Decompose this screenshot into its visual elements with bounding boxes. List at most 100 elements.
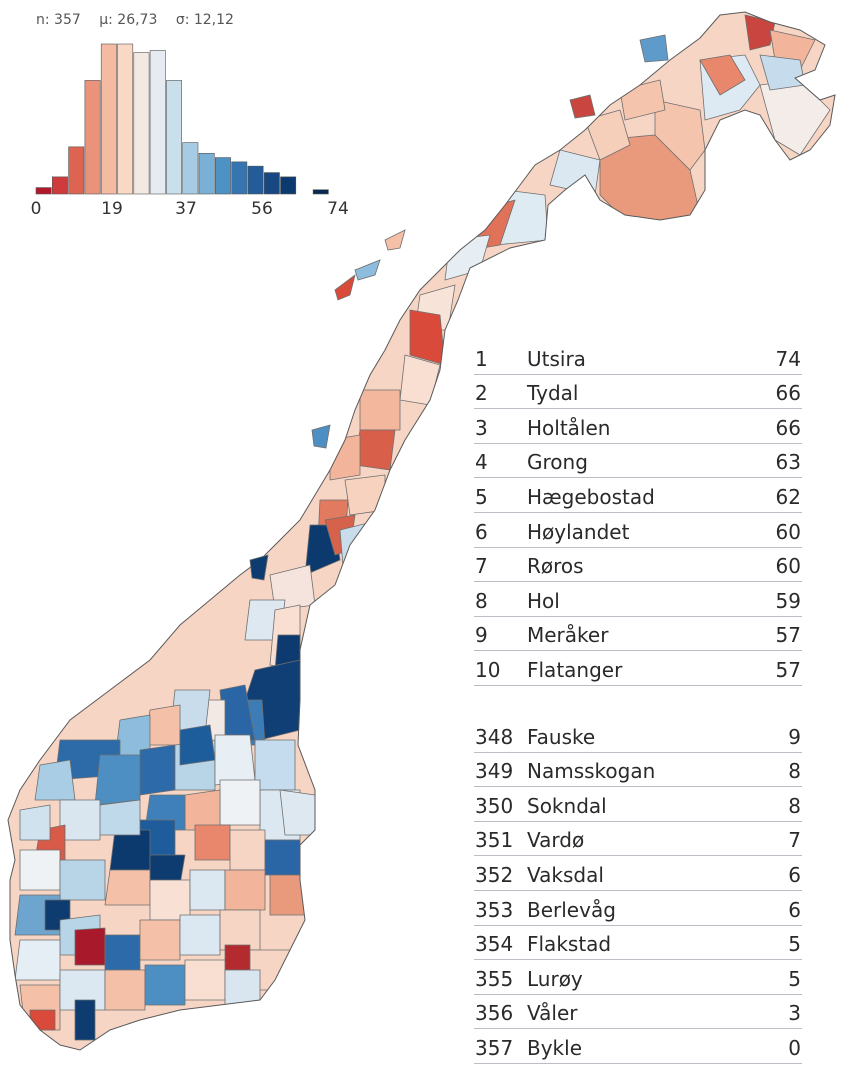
ranking-row: 3 Holtålen 66 (474, 409, 802, 444)
histogram-bar (84, 80, 101, 195)
ranking-rank: 356 (475, 1001, 514, 1026)
histogram-bar (166, 80, 182, 195)
ranking-value: 62 (775, 484, 801, 509)
ranking-value: 59 (775, 588, 801, 613)
ranking-rank: 7 (475, 554, 488, 579)
histogram-tick-label: 19 (101, 199, 123, 219)
ranking-value: 6 (788, 897, 801, 922)
ranking-rank: 357 (475, 1035, 514, 1060)
stat-mean: μ: 26,73 (99, 12, 158, 28)
ranking-value: 66 (775, 415, 801, 440)
ranking-row: 4 Grong 63 (474, 444, 802, 479)
histogram-tick-label: 37 (175, 199, 197, 219)
histogram-bar (263, 172, 280, 195)
ranking-rank: 5 (475, 484, 488, 509)
ranking-rank: 3 (475, 415, 488, 440)
ranking-name: Berlevåg (527, 897, 616, 922)
stat-n: n: 357 (36, 12, 81, 28)
ranking-value: 74 (775, 346, 801, 371)
ranking-name: Flatanger (527, 657, 623, 682)
value-histogram: 0 19 37 56 74 (31, 43, 349, 219)
histogram-bar (215, 157, 231, 195)
ranking-name: Holtålen (527, 415, 611, 440)
histogram-bar (51, 176, 68, 195)
ranking-rank: 4 (475, 450, 488, 475)
ranking-name: Høylandet (527, 519, 630, 544)
ranking-name: Namsskogan (527, 759, 656, 784)
ranking-value: 60 (775, 519, 801, 544)
ranking-row: 2 Tydal 66 (474, 375, 802, 410)
ranking-rank: 9 (475, 623, 488, 648)
ranking-value: 6 (788, 862, 801, 887)
ranking-row: 5 Hægebostad 62 (474, 478, 802, 513)
ranking-row: 6 Høylandet 60 (474, 513, 802, 548)
ranking-name: Hol (527, 588, 560, 613)
ranking-value: 0 (788, 1035, 801, 1060)
ranking-value: 5 (788, 932, 801, 957)
ranking-row: 352 Vaksdal 6 (474, 856, 802, 891)
ranking-name: Grong (527, 450, 588, 475)
ranking-value: 60 (775, 554, 801, 579)
bottom-ranking-table: 348 Fauske 9 349 Namsskogan 8 350 Sokndal 8 351 Va… (474, 718, 802, 1064)
ranking-rank: 352 (475, 862, 514, 887)
ranking-value: 8 (788, 793, 801, 818)
ranking-row: 356 Våler 3 (474, 995, 802, 1030)
ranking-rank: 355 (475, 966, 514, 991)
histogram-bar (247, 165, 264, 195)
ranking-name: Fauske (527, 724, 596, 749)
ranking-row: 354 Flakstad 5 (474, 926, 802, 961)
ranking-row: 8 Hol 59 (474, 582, 802, 617)
ranking-row: 10 Flatanger 57 (474, 651, 802, 686)
ranking-row: 353 Berlevåg 6 (474, 891, 802, 926)
ranking-rank: 2 (475, 381, 488, 406)
histogram-bar (182, 142, 199, 195)
ranking-rank: 8 (475, 588, 488, 613)
ranking-value: 3 (788, 1001, 801, 1026)
histogram-bar (100, 43, 117, 195)
ranking-rank: 1 (475, 346, 488, 371)
ranking-name: Vaksdal (527, 862, 604, 887)
ranking-value: 8 (788, 759, 801, 784)
ranking-name: Vardø (527, 828, 585, 853)
ranking-rank: 348 (475, 724, 514, 749)
histogram-bar (117, 43, 134, 195)
histogram-tick-label: 56 (251, 199, 273, 219)
ranking-row: 1 Utsira 74 (474, 340, 802, 375)
ranking-name: Flakstad (527, 932, 612, 957)
ranking-row: 355 Lurøy 5 (474, 960, 802, 995)
ranking-value: 57 (775, 657, 801, 682)
ranking-rank: 354 (475, 932, 514, 957)
ranking-name: Hægebostad (527, 484, 655, 509)
ranking-value: 63 (775, 450, 801, 475)
ranking-rank: 349 (475, 759, 514, 784)
ranking-name: Sokndal (527, 793, 607, 818)
ranking-value: 9 (788, 724, 801, 749)
ranking-row: 9 Meråker 57 (474, 617, 802, 652)
stat-sd: σ: 12,12 (175, 12, 234, 28)
ranking-value: 66 (775, 381, 801, 406)
ranking-name: Bykle (527, 1035, 582, 1060)
histogram-tick-label: 74 (327, 199, 349, 219)
histogram-tick-label: 0 (31, 199, 42, 219)
histogram-bar (231, 161, 248, 195)
ranking-rank: 10 (475, 657, 501, 682)
ranking-row: 349 Namsskogan 8 (474, 753, 802, 788)
ranking-row: 7 Røros 60 (474, 548, 802, 583)
ranking-rank: 350 (475, 793, 514, 818)
histogram-bar (133, 52, 150, 195)
histogram-bar (68, 146, 85, 195)
histogram-bar (35, 187, 52, 195)
histogram-bar (280, 176, 297, 195)
ranking-row: 357 Bykle 0 (474, 1029, 802, 1064)
ranking-name: Meråker (527, 623, 609, 648)
ranking-name: Lurøy (527, 966, 583, 991)
ranking-row: 351 Vardø 7 (474, 822, 802, 857)
ranking-name: Våler (527, 1001, 578, 1026)
ranking-row: 350 Sokndal 8 (474, 787, 802, 822)
ranking-name: Tydal (527, 381, 579, 406)
ranking-name: Utsira (527, 346, 586, 371)
histogram-bar (149, 50, 166, 195)
histogram-bar (312, 189, 329, 195)
ranking-name: Røros (527, 554, 584, 579)
